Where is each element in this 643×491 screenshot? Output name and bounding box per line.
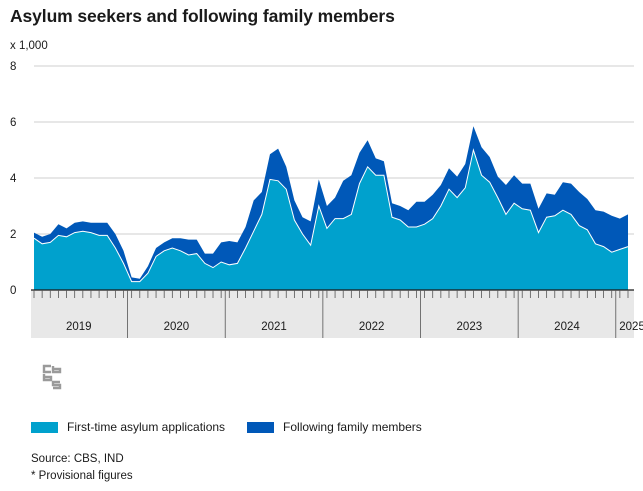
legend-item-family: Following family members	[247, 420, 422, 434]
x-year-label: 2024	[554, 321, 580, 333]
y-axis-unit-label: x 1,000	[10, 40, 48, 52]
source-note: Source: CBS, IND	[31, 453, 124, 465]
y-tick-label: 6	[10, 117, 16, 129]
x-year-label: 2021	[261, 321, 287, 333]
y-tick-label: 0	[10, 285, 16, 297]
x-year-label: 2020	[164, 321, 190, 333]
chart-areas	[33, 126, 629, 290]
x-year-label: 2022	[359, 321, 385, 333]
chart-title: Asylum seekers and following family memb…	[10, 6, 395, 26]
series-separator-line	[33, 148, 629, 283]
y-tick-label: 8	[10, 61, 16, 73]
legend-label-family: Following family members	[283, 420, 422, 434]
legend-swatch-family	[247, 421, 275, 433]
x-year-label: 2025	[619, 321, 643, 333]
y-axis-ticks: 0 2 4 6 8	[10, 61, 17, 297]
legend-swatch-first-time	[31, 421, 58, 433]
y-tick-label: 2	[10, 229, 16, 241]
legend-item-first-time: First-time asylum applications	[31, 420, 225, 434]
y-tick-label: 4	[10, 173, 17, 185]
x-axis-band-bg	[31, 290, 634, 338]
cbs-logo-icon	[41, 364, 63, 395]
provisional-note: * Provisional figures	[31, 470, 133, 482]
area-chart: 0 2 4 6 8 2019 2020 2021 2022 2023 2024 2025	[10, 61, 643, 338]
x-axis-labels: 2019 2020 2021 2022 2023 2024 2025	[66, 321, 643, 333]
legend-label-first-time: First-time asylum applications	[67, 420, 226, 434]
footnotes: Source: CBS, IND * Provisional figures	[31, 451, 133, 485]
series-area-1	[34, 126, 628, 282]
series-area-0	[34, 150, 628, 290]
x-year-label: 2023	[457, 321, 483, 333]
legend: First-time asylum applications Following…	[31, 420, 444, 434]
x-axis-band	[31, 289, 634, 338]
x-year-label: 2019	[66, 321, 92, 333]
